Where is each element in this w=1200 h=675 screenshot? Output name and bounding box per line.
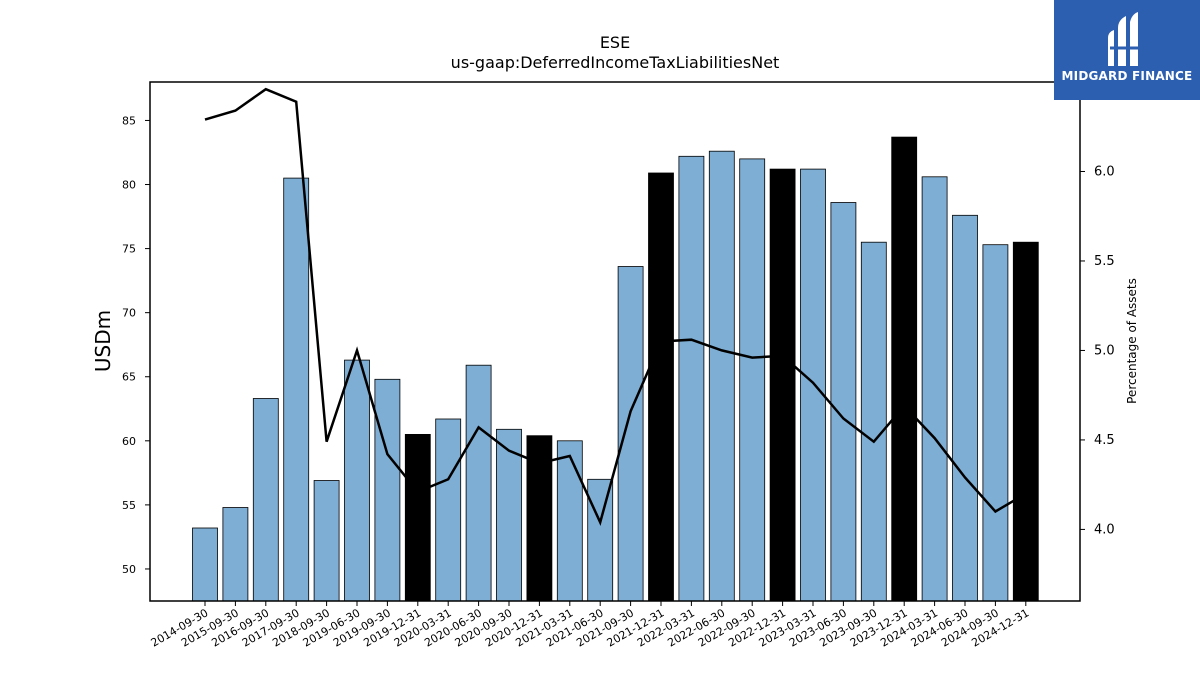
y2-axis-label: Percentage of Assets — [1125, 278, 1139, 404]
bar — [1012, 241, 1039, 602]
bar — [404, 433, 431, 602]
bar — [192, 527, 218, 602]
bar — [739, 158, 766, 602]
bar — [830, 202, 857, 602]
y2-tick-label: 4.0 — [1094, 522, 1115, 537]
bar — [252, 398, 279, 602]
y-tick-label: 85 — [122, 114, 136, 127]
bar — [313, 480, 340, 602]
bar — [921, 176, 948, 602]
y2-tick-label: 5.0 — [1094, 343, 1115, 358]
y-tick-label: 60 — [122, 435, 136, 448]
bar — [678, 155, 705, 602]
bar — [556, 440, 583, 602]
bar — [769, 168, 796, 602]
y-tick-label: 55 — [122, 499, 136, 512]
bar — [708, 150, 735, 602]
chart-title: ESE — [600, 33, 630, 52]
bar — [222, 507, 249, 602]
y-axis-label: USDm — [91, 310, 115, 372]
bar — [496, 428, 522, 602]
plot-frame — [149, 81, 1081, 602]
y2-tick-label: 6.0 — [1094, 164, 1115, 179]
percentage-line — [204, 87, 1027, 526]
bar — [860, 241, 887, 602]
bar — [283, 177, 310, 602]
bar — [982, 244, 1009, 602]
chart-subtitle: us-gaap:DeferredIncomeTaxLiabilitiesNet — [451, 53, 780, 72]
logo-text: MIDGARD FINANCE — [1061, 69, 1193, 83]
y2-axis: 4.0 4.5 5.0 5.5 6.0 — [1080, 164, 1115, 537]
y-tick-label: 75 — [122, 243, 136, 256]
bar — [617, 266, 644, 602]
y-tick-label: 50 — [122, 563, 136, 576]
bar — [435, 418, 462, 602]
bar — [465, 364, 492, 602]
y2-tick-label: 4.5 — [1094, 433, 1115, 448]
midgard-logo-icon — [1108, 12, 1144, 66]
bar — [374, 378, 401, 602]
y-tick-label: 65 — [122, 371, 136, 384]
x-axis: 2014-09-302015-09-302016-09-302017-09-30… — [149, 601, 1031, 650]
bar — [648, 172, 674, 602]
bar — [952, 214, 978, 602]
y-tick-label: 70 — [122, 307, 136, 320]
bar — [344, 359, 370, 602]
midgard-finance-logo: MIDGARD FINANCE — [1054, 0, 1200, 100]
bar — [891, 136, 918, 602]
y-tick-label: 80 — [122, 179, 136, 192]
bar — [800, 168, 826, 602]
y2-tick-label: 5.5 — [1094, 254, 1115, 269]
bar — [587, 478, 614, 602]
bars-group — [192, 136, 1039, 602]
y-axis: 50 55 60 65 70 75 80 85 — [122, 114, 150, 576]
